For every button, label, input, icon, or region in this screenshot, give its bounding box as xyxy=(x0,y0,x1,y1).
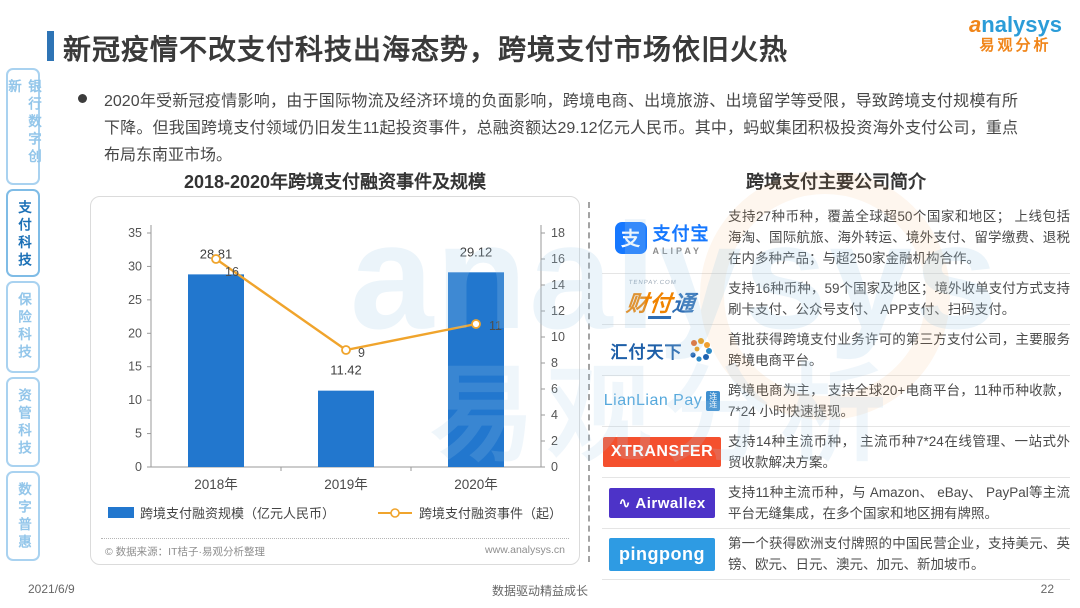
svg-text:5: 5 xyxy=(135,427,142,441)
sidebar-tab-2[interactable]: 支付科技 xyxy=(6,189,40,277)
line-value-label: 9 xyxy=(358,346,365,360)
analysys-logo-en: analysys xyxy=(969,12,1062,37)
svg-text:10: 10 xyxy=(551,330,565,344)
footer-slogan: 数据驱动精益成长 xyxy=(491,584,588,598)
data-source-label: © 数据来源：IT桔子·易观分析整理 xyxy=(105,546,265,558)
chart-canvas: 0 5 10 15 20 25 30 35 0 2 4 6 8 10 12 14 16 18 28.81 11.42 2… xyxy=(101,205,571,510)
alipay-description: 支持27种币种，覆盖全球超50个国家和地区； 上线包括海淘、国际航旅、海外转运、… xyxy=(728,209,1070,266)
airwallex-description: 支持11种主流币种，与 Amazon、 eBay、 PayPal等主流平台无缝集… xyxy=(728,485,1070,521)
svg-text:20: 20 xyxy=(128,326,142,340)
x-tick-label: 2018年 xyxy=(194,477,238,492)
line-swatch-icon xyxy=(378,507,412,518)
lianlian-description: 跨境电商为主， 支持全球20+电商平台，11种币种收款，7*24 小时快速提现。 xyxy=(728,383,1070,419)
chart-source-row: © 数据来源：IT桔子·易观分析整理 www.analysys.cn xyxy=(101,538,569,559)
analysys-logo: analysys 易观分析 xyxy=(969,12,1062,55)
pingpong-logo: pingpong xyxy=(602,537,722,571)
company-row-pingpong: pingpong 第一个获得欧洲支付牌照的中国民营企业，支持美元、英镑、欧元、日元… xyxy=(602,529,1070,580)
svg-text:30: 30 xyxy=(128,259,142,273)
vertical-divider xyxy=(588,202,590,562)
chart-legend: 跨境支付融资规模（亿元人民币） 跨境支付融资事件（起） xyxy=(91,503,579,522)
svg-text:25: 25 xyxy=(128,293,142,307)
page-number: 22 xyxy=(1040,582,1054,596)
legend-line-label: 跨境支付融资事件（起） xyxy=(419,506,563,521)
svg-text:12: 12 xyxy=(551,304,565,318)
line-point-2020年 xyxy=(471,319,481,329)
bar-2019年 xyxy=(318,390,374,467)
bar-value-label: 11.42 xyxy=(330,363,362,378)
events-line xyxy=(215,258,477,352)
chart-title: 2018-2020年跨境支付融资事件及规模 xyxy=(183,172,487,192)
summary-text: 2020年受新冠疫情影响，由于国际物流及经济环境的负面影响，跨境电商、出境旅游、… xyxy=(104,93,1018,164)
x-tick-label: 2020年 xyxy=(454,477,498,492)
huifu-description: 首批获得跨境支付业务许可的第三方支付公司，主要服务跨境电商平台。 xyxy=(728,332,1070,368)
legend-item-bar: 跨境支付融资规模（亿元人民币） xyxy=(107,503,335,522)
chart-panel: 0 5 10 15 20 25 30 35 0 2 4 6 8 10 12 14 16 18 28.81 11.42 2… xyxy=(90,196,580,565)
company-row-lianlian: LianLian Pay 连连 跨境电商为主， 支持全球20+电商平台，11种币种收… xyxy=(602,376,1070,427)
lianlian-logo: LianLian Pay 连连 xyxy=(602,391,722,411)
x-tick-label: 2019年 xyxy=(324,477,368,492)
line-point-2018年 xyxy=(211,254,221,264)
company-row-alipay: 支支付宝 ALIPAY 支持27种币种，覆盖全球超50个国家和地区； 上线包括海淘、… xyxy=(602,202,1070,274)
huifu-pinwheel-icon xyxy=(689,338,712,362)
bar-swatch-icon xyxy=(107,507,134,518)
svg-text:6: 6 xyxy=(551,382,558,396)
sidebar-tab-label: 银行数字创新 xyxy=(6,79,41,167)
svg-text:35: 35 xyxy=(128,226,142,240)
svg-text:4: 4 xyxy=(551,408,558,422)
line-point-2019年 xyxy=(341,345,351,355)
svg-text:8: 8 xyxy=(551,356,558,370)
airwallex-logo: ∿ Airwallex xyxy=(602,488,722,518)
legend-item-line: 跨境支付融资事件（起） xyxy=(377,503,562,522)
funding-chart: 0 5 10 15 20 25 30 35 0 2 4 6 8 10 12 14 16 18 28.81 11.42 2… xyxy=(128,225,565,492)
pingpong-description: 第一个获得欧洲支付牌照的中国民营企业，支持美元、英镑、欧元、日元、澳元、加元、新… xyxy=(728,536,1070,572)
svg-text:16: 16 xyxy=(551,252,565,266)
page-title: 新冠疫情不改支付科技出海态势，跨境支付市场依旧火热 xyxy=(63,34,789,65)
sidebar-tab-label: 支付科技 xyxy=(16,200,31,270)
legend-bar-label: 跨境支付融资规模（亿元人民币） xyxy=(139,506,335,521)
svg-text:14: 14 xyxy=(551,278,565,292)
line-value-label: 11 xyxy=(489,319,502,333)
companies-panel: 跨境支付主要公司简介 支支付宝 ALIPAY 支持27种币种，覆盖全球超50个国家和… xyxy=(602,168,1070,580)
analysys-logo-cn: 易观分析 xyxy=(979,37,1052,55)
bar-value-label: 28.81 xyxy=(200,246,233,261)
huifu-logo: 汇付天下 xyxy=(602,338,722,363)
alipay-logo: 支支付宝 ALIPAY xyxy=(602,220,722,256)
footer-date: 2021/6/9 xyxy=(28,582,75,596)
sidebar-tab-1[interactable]: 银行数字创新 xyxy=(6,68,41,185)
xtransfer-logo: XTRANSFER xyxy=(602,437,722,467)
analysys-swirl-icon: a xyxy=(969,12,982,37)
sidebar-tab-5[interactable]: 数字普惠 xyxy=(6,471,40,561)
xtransfer-description: 支持14种主流币种， 主流币种7*24在线管理、一站式外贸收款解决方案。 xyxy=(728,434,1070,470)
svg-text:15: 15 xyxy=(128,360,142,374)
line-value-label: 16 xyxy=(225,265,239,279)
company-row-huifu: 汇付天下 首批获得跨境支付业务许可的第三方支付公司，主要服务跨境电商平台。 xyxy=(602,325,1070,376)
title-accent-bar xyxy=(47,31,54,61)
sidebar-tab-label: 保险科技 xyxy=(16,292,31,362)
bar-2018年 xyxy=(188,274,244,467)
tenpay-logo: TENPAY.COM 财付通 xyxy=(602,280,722,319)
company-row-tenpay: TENPAY.COM 财付通 支持16种币种，59个国家及地区；境外收单支付方式支持… xyxy=(602,274,1070,325)
bullet-dot-icon xyxy=(78,94,87,103)
svg-text:18: 18 xyxy=(551,226,565,240)
company-row-xtransfer: XTRANSFER 支持14种主流币种， 主流币种7*24在线管理、一站式外贸收款… xyxy=(602,427,1070,478)
sidebar-tab-label: 数字普惠 xyxy=(16,482,31,552)
company-row-airwallex: ∿ Airwallex 支持11种主流币种，与 Amazon、 eBay、 Pay… xyxy=(602,478,1070,529)
tenpay-description: 支持16种币种，59个国家及地区；境外收单支付方式支持刷卡支付、公众号支付、 A… xyxy=(728,281,1070,317)
companies-table: 支支付宝 ALIPAY 支持27种币种，覆盖全球超50个国家和地区； 上线包括海淘、… xyxy=(602,202,1070,580)
sidebar-tab-label: 资管科技 xyxy=(16,388,31,458)
companies-title: 跨境支付主要公司简介 xyxy=(746,172,926,192)
bar-value-label: 29.12 xyxy=(460,244,493,259)
analysys-logo-rest: nalysys xyxy=(981,12,1062,37)
sidebar-tab-3[interactable]: 保险科技 xyxy=(6,281,40,373)
summary-bullet: 2020年受新冠疫情影响，由于国际物流及经济环境的负面影响，跨境电商、出境旅游、… xyxy=(78,88,1018,169)
bar-2020年 xyxy=(448,272,504,467)
svg-text:2: 2 xyxy=(551,434,558,448)
sidebar-tab-4[interactable]: 资管科技 xyxy=(6,377,40,467)
svg-text:10: 10 xyxy=(128,393,142,407)
svg-text:0: 0 xyxy=(135,460,142,474)
source-url: www.analysys.cn xyxy=(485,544,565,556)
slide-footer: 2021/6/9 数据驱动精益成长 22 xyxy=(0,582,1080,600)
svg-text:0: 0 xyxy=(551,460,558,474)
